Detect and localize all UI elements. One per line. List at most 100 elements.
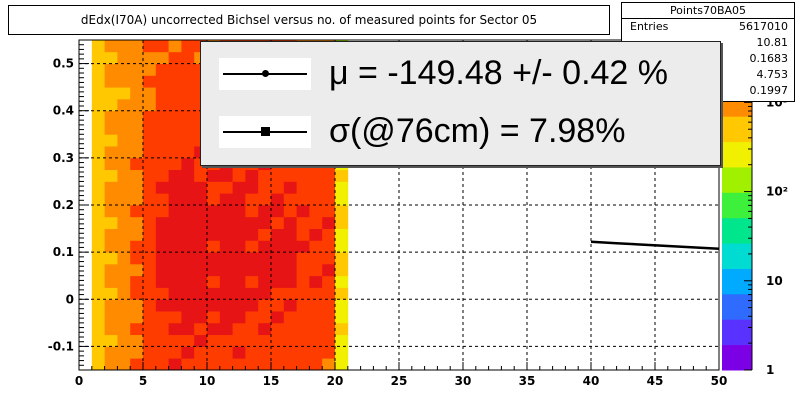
heatmap-bin [181,205,195,218]
heatmap-bin [207,181,221,194]
axes: 0 5 10 15 20 25 30 35 40 45 50 -0.1 0 0.1 0.2 0.3 0.4 0.5 [48,44,727,388]
heatmap-bin [155,240,169,253]
heatmap-bin [245,311,259,324]
heatmap-bin [271,193,285,206]
heatmap-bin [258,205,272,218]
heatmap-bin [283,169,297,182]
heatmap-bin [309,181,323,194]
heatmap-bin [322,287,336,300]
heatmap-bin [181,169,195,182]
heatmap-bin [283,205,297,218]
heatmap-bin [283,322,297,336]
heatmap-bin [181,275,195,288]
heatmap-bin [194,205,208,218]
heatmap-bin [232,311,246,324]
x-tick-label: 20 [327,374,344,388]
heatmap-bin [130,358,144,371]
heatmap-bin [168,205,182,218]
heatmap-bin [258,240,272,253]
heatmap-bin [168,110,182,123]
heatmap-bin [194,299,208,312]
heatmap-bin [104,157,118,171]
heatmap-bin [322,252,336,265]
heatmap-bin [91,205,105,218]
heatmap-bin [155,287,169,300]
heatmap-bin [335,169,349,182]
heatmap-bin [219,228,233,241]
heatmap-bin [91,110,105,123]
heatmap-bin [181,252,195,265]
heatmap-bin [143,358,157,371]
heatmap-bin [117,252,131,265]
heatmap-bin [104,146,118,159]
heatmap-bin [130,157,144,171]
heatmap-bin [296,205,310,218]
chart-title-box: dEdx(I70A) uncorrected Bichsel versus no… [8,5,610,35]
heatmap-bin [335,205,349,218]
heatmap-bin [322,263,336,277]
heatmap-bin [155,193,169,206]
heatmap-bin [91,240,105,253]
heatmap-bin [245,181,259,194]
y-tick-label: -0.1 [48,339,74,353]
heatmap-bin [130,122,144,135]
heatmap-bin [309,311,323,324]
x-tick-label: 45 [647,374,664,388]
heatmap-bin [155,146,169,159]
heatmap-bin [117,228,131,241]
heatmap-bin [143,311,157,324]
heatmap-bin [117,299,131,312]
heatmap-bin [104,228,118,241]
heatmap-bin [322,322,336,336]
heatmap-bin [335,275,349,288]
heatmap-bin [232,216,246,229]
color-scale-tick-label: 10² [766,185,788,199]
heatmap-bin [296,322,310,336]
heatmap-bin [143,157,157,171]
heatmap-bin [143,98,157,112]
y-tick-label: 0.2 [53,198,74,212]
heatmap-bin [194,287,208,300]
heatmap-bin [258,299,272,312]
heatmap-bin [207,334,221,347]
heatmap-bin [219,322,233,336]
heatmap-bin [258,216,272,229]
color-scale-tick-label: 10 [766,274,783,288]
heatmap-bin [168,193,182,206]
heatmap-bin [335,181,349,194]
heatmap-bin [130,169,144,182]
heatmap-bin [91,299,105,312]
heatmap-bin [271,311,285,324]
heatmap-bin [322,358,336,371]
heatmap-bin [283,240,297,253]
heatmap-bin [258,311,272,324]
heatmap-bin [143,205,157,218]
heatmap-bin [296,181,310,194]
y-tick-label: 0 [66,292,74,306]
heatmap-bin [232,346,246,359]
heatmap-bin [143,299,157,312]
heatmap-bin [207,216,221,229]
heatmap-bin [91,122,105,135]
heatmap-bin [245,263,259,277]
heatmap-bin [258,275,272,288]
heatmap-bin [117,263,131,277]
heatmap-bin [143,216,157,229]
heatmap-bin [207,311,221,324]
heatmap-bin [232,169,246,182]
heatmap-bin [207,322,221,336]
heatmap-bin [104,181,118,194]
fit-legend: μ = -149.48 +/- 0.42 % σ(@76cm) = 7.98% [200,41,721,166]
heatmap-bin [335,311,349,324]
heatmap-bin [335,216,349,229]
series-line [590,240,720,251]
heatmap-bin [181,240,195,253]
stats-row: 4.753 [622,67,794,83]
heatmap-bin [143,346,157,359]
heatmap-bin [335,240,349,253]
heatmap-bin [117,169,131,182]
heatmap-bin [143,110,157,123]
heatmap-bin [117,87,131,100]
heatmap-bin [143,40,157,53]
